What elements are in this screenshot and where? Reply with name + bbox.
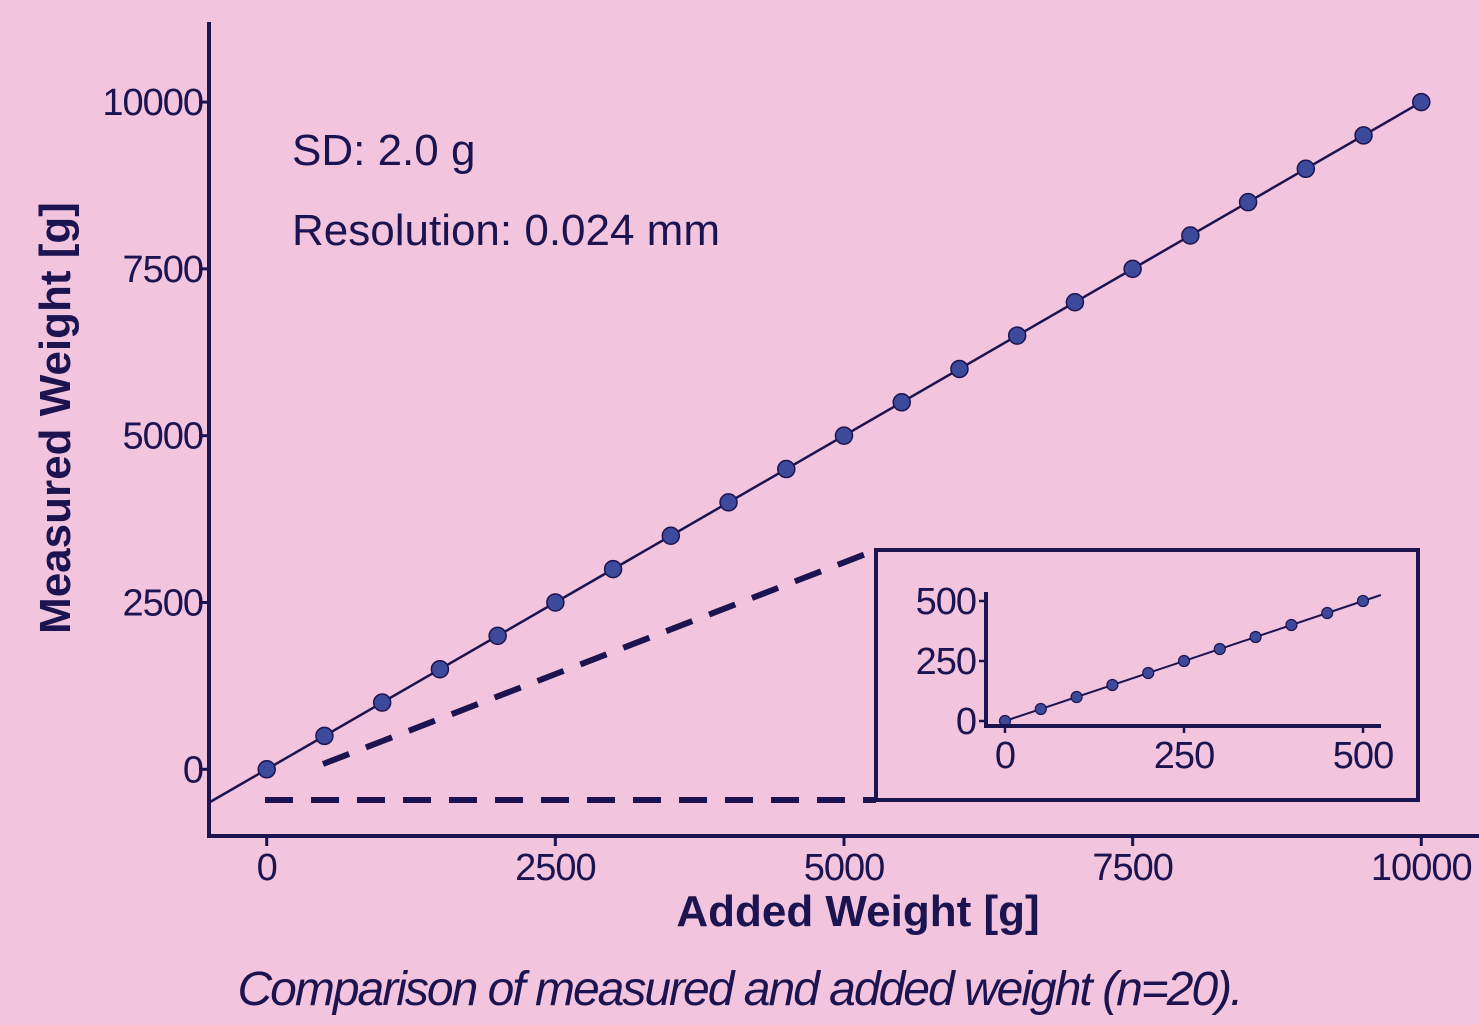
data-point — [1354, 126, 1373, 145]
data-point — [777, 459, 796, 479]
x-tick-label: 10000 — [1371, 847, 1472, 889]
x-tick-label: 7500 — [1092, 847, 1173, 889]
fit-line — [208, 100, 1422, 804]
data-point — [1181, 226, 1200, 245]
resolution-annotation: Resolution: 0.024 mm — [292, 206, 720, 255]
y-tick-label: 0 — [183, 749, 203, 791]
inset-fit-line — [1004, 594, 1382, 722]
inset-tick-labels-layer: 0 250 500 0 250 500 — [916, 581, 1395, 777]
inset-x-tick-label: 500 — [1333, 735, 1393, 777]
inset-data-point — [1142, 666, 1155, 680]
data-point — [661, 526, 681, 546]
data-point — [1123, 259, 1142, 279]
data-point — [719, 493, 738, 512]
y-tick-label: 7500 — [122, 249, 203, 291]
inset-data-point — [1321, 606, 1334, 620]
inset-data-point — [1249, 630, 1262, 644]
x-tick-label: 0 — [257, 847, 277, 889]
y-tick-label: 2500 — [122, 582, 203, 624]
fit-line-layer — [208, 100, 1422, 804]
data-point — [603, 559, 623, 579]
inset-data-point — [1177, 654, 1191, 668]
inset-plot: 0 250 500 0 250 500 — [874, 548, 1420, 802]
data-point — [1296, 159, 1316, 179]
sd-annotation: SD: 2.0 g — [292, 126, 475, 175]
axes-layer — [199, 22, 1479, 846]
inset-data-point — [1106, 678, 1119, 692]
zoom-connector-upper — [321, 547, 878, 767]
data-point — [834, 426, 854, 445]
y-tick-label: 10000 — [102, 82, 203, 124]
inset-axes-layer — [979, 592, 1381, 733]
x-tick-label: 2500 — [515, 847, 596, 889]
data-point — [1065, 292, 1085, 312]
inset-y-tick-label: 0 — [956, 701, 976, 743]
inset-data-points-layer — [998, 594, 1370, 728]
inset-x-tick-label: 0 — [995, 735, 1015, 777]
data-point — [488, 626, 507, 646]
data-point — [372, 693, 392, 712]
x-axis-label: Added Weight [g] — [676, 887, 1039, 936]
data-point — [257, 760, 276, 779]
data-point — [315, 726, 334, 746]
data-points-layer — [257, 92, 1431, 779]
data-point — [430, 659, 450, 679]
x-tick-label: 5000 — [804, 847, 885, 889]
inset-y-tick-label: 500 — [916, 581, 976, 623]
inset-x-tick-label: 250 — [1154, 735, 1214, 777]
y-axis-label: Measured Weight [g] — [31, 202, 80, 634]
data-point — [1007, 326, 1027, 345]
inset-data-point — [1285, 618, 1298, 632]
data-point — [546, 593, 565, 612]
inset-data-point — [1070, 690, 1083, 704]
data-point — [950, 359, 969, 379]
inset-y-tick-label: 250 — [916, 641, 976, 683]
figure-caption: Comparison of measured and added weight … — [237, 963, 1244, 1016]
y-tick-label: 5000 — [122, 416, 203, 458]
inset-data-point — [1213, 642, 1226, 656]
inset-data-point — [1034, 702, 1047, 716]
zoom-connector-lines — [265, 547, 878, 803]
data-point — [1238, 192, 1258, 212]
data-point — [892, 393, 911, 412]
data-point — [1412, 92, 1431, 112]
inset-fit-line-layer — [1004, 594, 1382, 722]
inset-data-point — [1356, 594, 1370, 608]
